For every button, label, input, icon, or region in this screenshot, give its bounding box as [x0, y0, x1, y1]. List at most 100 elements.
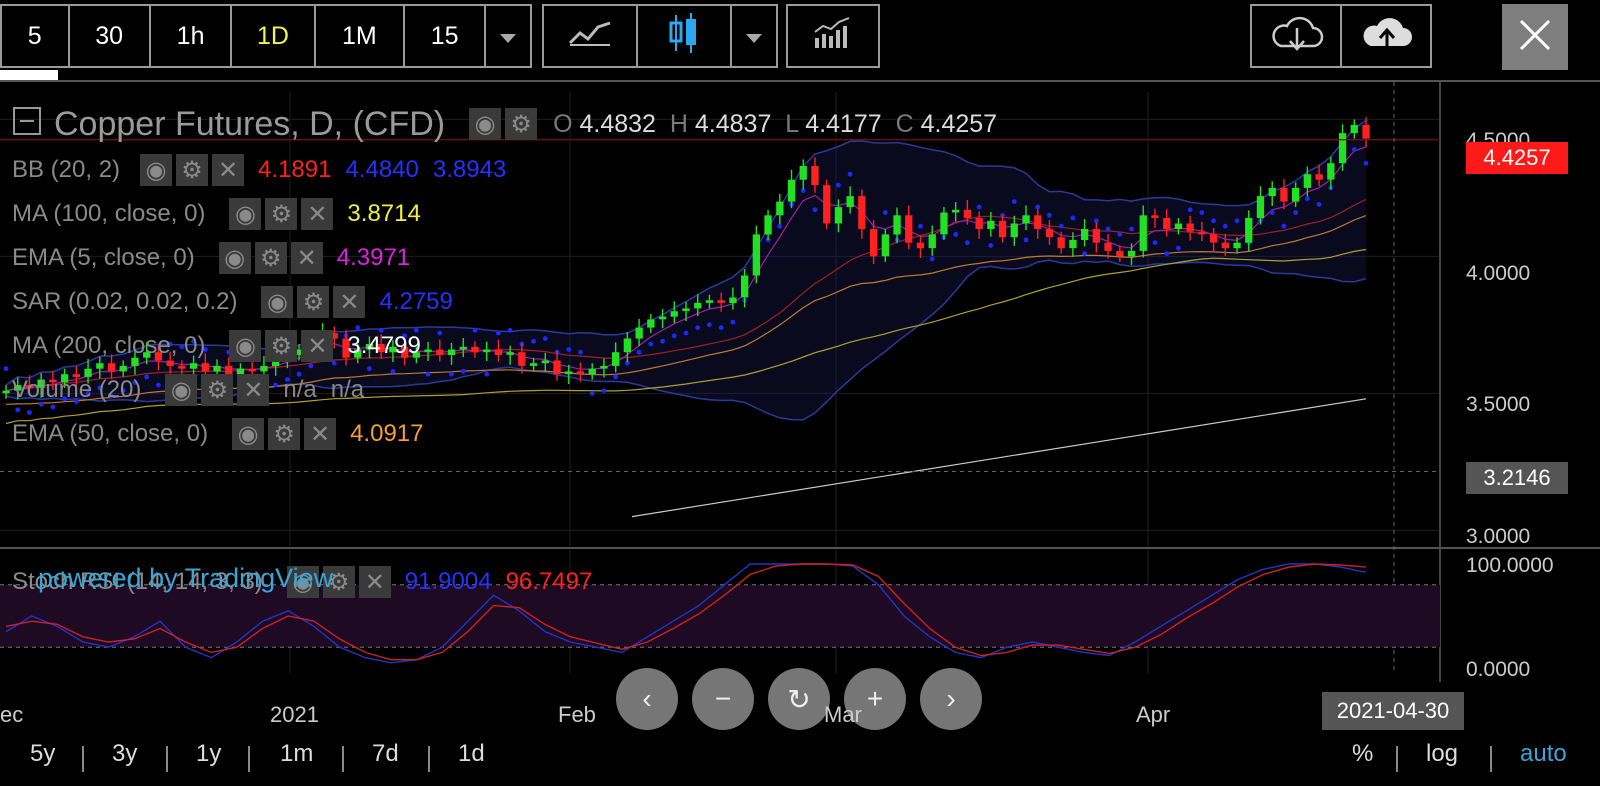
log-toggle[interactable]: log: [1426, 740, 1459, 767]
sar-dot: [625, 360, 630, 366]
candle-body: [248, 368, 256, 372]
candle-body: [260, 365, 268, 372]
gear-icon[interactable]: ⚙: [268, 418, 301, 450]
interval-1h-button[interactable]: 1h: [151, 6, 233, 66]
indicator-name: EMA (50, close, 0): [12, 420, 209, 447]
eye-icon[interactable]: ◉: [218, 242, 251, 274]
eye-icon[interactable]: ◉: [261, 286, 294, 318]
candle-body: [518, 352, 526, 366]
eye-icon[interactable]: ◉: [469, 108, 502, 140]
remove-icon[interactable]: ✕: [301, 330, 334, 362]
chart-type-dropdown-button[interactable]: [732, 6, 776, 66]
sar-dot: [179, 344, 185, 350]
gear-icon[interactable]: ⚙: [505, 108, 538, 140]
sar-dot: [1011, 199, 1017, 204]
eye-icon[interactable]: ◉: [140, 154, 173, 186]
candlestick-button[interactable]: [638, 6, 732, 66]
candle-body: [1010, 223, 1018, 238]
gear-icon[interactable]: ⚙: [265, 330, 298, 362]
reset-button[interactable]: ↻: [768, 668, 830, 730]
scroll-right-button[interactable]: ›: [920, 668, 982, 730]
sar-dot: [1234, 218, 1240, 224]
price-axis-label: 3.5000: [1466, 393, 1531, 416]
gear-icon[interactable]: ⚙: [176, 154, 209, 186]
scroll-left-button[interactable]: ‹: [616, 668, 678, 730]
candle-body: [213, 365, 221, 372]
candle-body: [1034, 215, 1042, 229]
gear-icon[interactable]: ⚙: [265, 198, 298, 230]
sar-dot: [1211, 218, 1216, 224]
range-1y-button[interactable]: 1y: [196, 740, 222, 767]
chart-area[interactable]: Copper Futures, D, (CFD) ◉ ⚙ O 4.4832 H 4…: [0, 80, 1600, 730]
range-3y-button[interactable]: 3y: [112, 740, 138, 767]
indicator-name: BB (20, 2): [12, 156, 121, 183]
gear-icon[interactable]: ⚙: [297, 286, 330, 318]
range-5y-button[interactable]: 5y: [30, 740, 56, 767]
interval-5-button[interactable]: 5: [2, 6, 70, 66]
sar-dot: [1293, 210, 1299, 215]
sar-dot: [683, 330, 689, 336]
eye-icon[interactable]: ◉: [229, 330, 262, 362]
sar-dot: [62, 396, 67, 402]
gear-icon[interactable]: ⚙: [254, 242, 287, 274]
line-chart-button[interactable]: [544, 6, 638, 66]
auto-toggle[interactable]: auto: [1520, 740, 1567, 767]
range-1d-button[interactable]: 1d: [458, 740, 485, 767]
zoom-in-button[interactable]: +: [844, 668, 906, 730]
remove-icon[interactable]: ✕: [333, 286, 366, 318]
candle-body: [717, 300, 725, 303]
percent-toggle[interactable]: %: [1352, 740, 1374, 767]
candle-body: [928, 234, 936, 249]
eye-icon[interactable]: ◉: [165, 374, 198, 406]
sar-dot: [191, 338, 197, 344]
symbol-title: Copper Futures, D, (CFD): [54, 104, 446, 143]
cloud-upload-button[interactable]: [1342, 6, 1430, 66]
range-7d-button[interactable]: 7d: [372, 740, 399, 767]
interval-dropdown-button[interactable]: [486, 6, 530, 66]
remove-icon[interactable]: ✕: [290, 242, 323, 274]
sar-dot: [882, 210, 888, 215]
candle-body: [1303, 174, 1311, 188]
range-1m-button[interactable]: 1m: [280, 740, 314, 767]
candle-body: [1315, 174, 1323, 180]
remove-icon[interactable]: ✕: [212, 154, 245, 186]
interval-15-button[interactable]: 15: [405, 6, 487, 66]
remove-icon[interactable]: ✕: [237, 374, 270, 406]
candle-body: [1127, 250, 1136, 257]
gear-icon[interactable]: ⚙: [201, 374, 234, 406]
interval-30-button[interactable]: 30: [70, 6, 151, 66]
gear-icon[interactable]: ⚙: [322, 566, 355, 598]
zoom-out-button[interactable]: −: [692, 668, 754, 730]
sar-dot: [1199, 210, 1205, 215]
remove-icon[interactable]: ✕: [301, 198, 334, 230]
cloud-download-button[interactable]: [1252, 6, 1342, 66]
interval-1m-button[interactable]: 1M: [316, 6, 405, 66]
candle-body: [1198, 231, 1206, 235]
indicators-button[interactable]: [788, 6, 878, 66]
sar-dot: [38, 401, 44, 407]
crosshair-price-label: 3.2146: [1466, 462, 1568, 494]
candle-body: [1280, 187, 1288, 202]
indicator-row: MA (100, close, 0) ◉ ⚙ ✕ 3.8714: [12, 196, 421, 232]
interval-1d-button[interactable]: 1D: [232, 6, 316, 66]
candle-body: [37, 379, 45, 388]
sar-dot: [1187, 207, 1193, 213]
sar-dot: [1152, 240, 1158, 246]
sar-dot: [566, 347, 572, 352]
sar-dot: [542, 336, 548, 341]
sar-dot: [273, 382, 279, 388]
sar-dot: [507, 327, 513, 333]
timeline-scroll-thumb[interactable]: [0, 70, 58, 80]
sar-dot: [976, 204, 982, 210]
indicator-row: MA (200, close, 0) ◉ ⚙ ✕ 3.4799: [12, 328, 421, 364]
eye-icon[interactable]: ◉: [232, 418, 265, 450]
eye-icon[interactable]: ◉: [229, 198, 262, 230]
remove-icon[interactable]: ✕: [304, 418, 337, 450]
close-button[interactable]: [1502, 4, 1568, 70]
candle-body: [201, 363, 209, 372]
candle-body: [25, 385, 34, 388]
eye-icon[interactable]: ◉: [286, 566, 319, 598]
collapse-icon[interactable]: [12, 106, 42, 143]
price-chart[interactable]: [0, 82, 1600, 696]
remove-icon[interactable]: ✕: [358, 566, 391, 598]
